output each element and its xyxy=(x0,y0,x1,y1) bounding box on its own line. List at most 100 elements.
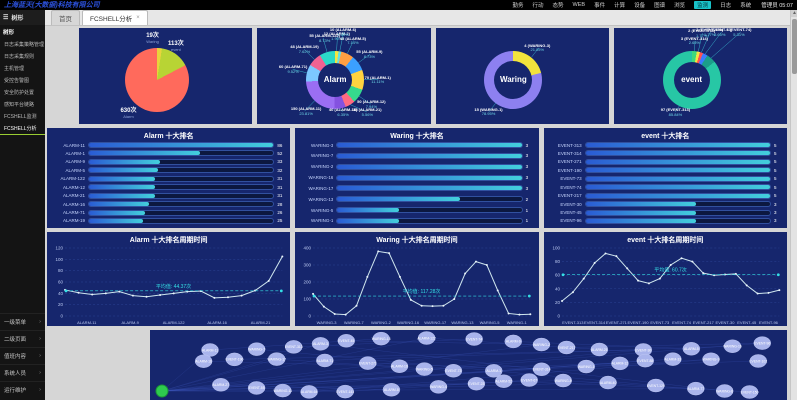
scrollbar[interactable]: ▲ xyxy=(790,10,797,400)
bar-row[interactable]: ALARM-5 32 xyxy=(51,166,286,174)
bar-row[interactable]: EVENT-314 5 xyxy=(548,149,783,157)
top-menu-item-12[interactable]: 系统 xyxy=(740,3,752,9)
network-node[interactable]: EVENT-73 xyxy=(444,364,463,378)
network-node[interactable]: ALARM-9 xyxy=(504,334,522,349)
network-node[interactable]: WARING-9 xyxy=(702,352,720,366)
panel-bars-event[interactable]: event 十大排名 EVENT-313 5 EVENT-314 5 EVENT-271 5… xyxy=(543,128,787,228)
sidebar-bottom-item-3[interactable]: 值班内容 › xyxy=(0,347,45,364)
network-root-node[interactable] xyxy=(155,384,169,398)
sidebar-item-6[interactable]: 感知平台链路 xyxy=(4,102,35,108)
top-menu-item-11[interactable]: 日志 xyxy=(720,3,732,9)
top-menu-item-4[interactable]: WEB xyxy=(572,2,586,8)
network-node[interactable]: WARING-11 xyxy=(274,383,293,398)
network-graph-canvas[interactable]: ALARM-11 WARING-7 EVENT-313 ALARM-3 EVENT-45… xyxy=(150,330,787,400)
network-node[interactable]: ALARM-71 xyxy=(316,353,334,368)
network-node[interactable]: WARING-1 xyxy=(577,359,595,374)
panel-donut-alarm[interactable]: Alarm 12 (ALARM-2) 1.90% 10 (ALARM-6) 1.59% 4… xyxy=(257,28,431,124)
line-chart-canvas[interactable]: 0 20 40 60 80 100 120 平均值: 44.37次 ALARM-11 ALARM-… xyxy=(47,244,290,326)
bar-row[interactable]: ALARM-11 86 xyxy=(51,141,286,149)
bar-row[interactable]: WARING-13 2 xyxy=(299,195,534,203)
network-node[interactable]: EVENT-88 xyxy=(636,353,654,368)
sidebar-item-1[interactable]: 日志采集策略管理 xyxy=(4,42,45,48)
network-node[interactable]: WARING-6 xyxy=(715,384,734,398)
network-node[interactable]: EVENT-313 xyxy=(285,340,303,354)
network-node[interactable]: ALARM-52 xyxy=(495,374,513,388)
network-node[interactable]: WARING-2 xyxy=(532,337,551,352)
panel-line-event[interactable]: event 十大排名周期时间 0 20 40 60 80 100 平均值: 60.7次 EVEN… xyxy=(543,232,787,326)
sidebar-item-7[interactable]: FCSHELL监测 xyxy=(4,114,37,120)
top-menu-item-1[interactable]: 勤务 xyxy=(512,3,524,9)
network-node[interactable]: EVENT-23 xyxy=(467,377,486,391)
network-node[interactable]: EVENT-45 xyxy=(337,334,355,348)
network-node[interactable]: WARING-8 xyxy=(554,373,572,388)
bar-row[interactable]: WARING-16 3 xyxy=(299,174,534,182)
bar-row[interactable]: EVENT-313 5 xyxy=(548,141,783,149)
sidebar-item-5[interactable]: 安全防护处置 xyxy=(4,90,35,96)
bar-row[interactable]: EVENT-45 3 xyxy=(548,209,783,217)
network-node[interactable]: WARING-16 xyxy=(723,339,742,353)
network-node[interactable]: WARING-7 xyxy=(247,342,266,356)
top-menu-item-8[interactable]: 图谱 xyxy=(654,3,666,9)
network-node[interactable]: EVENT-217 xyxy=(558,340,576,355)
network-node[interactable]: ALARM-33 xyxy=(664,352,682,366)
network-node[interactable]: WARING-17 xyxy=(267,352,286,366)
bar-row[interactable]: WARING-7 3 xyxy=(299,152,534,160)
network-node[interactable]: EVENT-67 xyxy=(520,373,538,387)
close-icon[interactable]: × xyxy=(136,15,140,21)
bar-row[interactable]: EVENT-96 3 xyxy=(548,217,783,225)
network-node[interactable]: ALARM-1 xyxy=(485,364,503,378)
bar-row[interactable]: EVENT-30 3 xyxy=(548,200,783,208)
network-node[interactable]: EVENT-314 xyxy=(533,362,551,376)
sidebar-bottom-item-1[interactable]: 一级菜单 › xyxy=(0,313,45,330)
pie-summary-chart[interactable] xyxy=(124,47,189,112)
scrollbar-thumb[interactable] xyxy=(792,19,797,74)
sidebar-header[interactable]: ☰ 树形 xyxy=(0,10,45,25)
tab-2[interactable]: FCSHELL分析 × xyxy=(82,10,148,25)
bar-row[interactable]: EVENT-74 5 xyxy=(548,183,783,191)
panel-line-alarm[interactable]: Alarm 十大排名周期时间 0 20 40 60 80 100 120 平均值: 44.37次… xyxy=(47,232,291,326)
bar-row[interactable]: EVENT-190 5 xyxy=(548,166,783,174)
bar-row[interactable]: WARING-2 3 xyxy=(299,163,534,171)
bar-row[interactable]: ALARM-9 33 xyxy=(51,158,286,166)
network-node[interactable]: ALARM-27 xyxy=(212,378,230,392)
network-node[interactable]: ALARM-16 xyxy=(194,354,213,368)
panel-pie-summary[interactable]: 19次 Waring 113次 event 630次 Alarm xyxy=(79,28,253,124)
network-node[interactable]: EVENT-74 xyxy=(465,332,483,346)
panel-bars-alarm[interactable]: Alarm 十大排名 ALARM-11 86 ALARM-1 52 ALARM-9 33 AL… xyxy=(47,128,291,228)
bar-row[interactable]: ALARM-19 25 xyxy=(51,217,286,225)
panel-line-waring[interactable]: Waring 十大排名周期时间 0 100 200 300 400 平均值: 117.28次… xyxy=(295,232,539,326)
panel-network-graph[interactable]: ALARM-11 WARING-7 EVENT-313 ALARM-3 EVENT-45… xyxy=(150,330,787,400)
panel-donut-event[interactable]: event 3 (EVENT-314) 2.65% 2 (EVENT-271) 1.77… xyxy=(613,28,787,124)
sidebar-item-4[interactable]: 受控告警图 xyxy=(4,78,30,84)
top-menu-item-3[interactable]: 态势 xyxy=(552,3,564,9)
network-node[interactable]: EVENT-141 xyxy=(336,384,354,399)
network-node[interactable]: EVENT-96 xyxy=(753,336,771,350)
sidebar-bottom-item-5[interactable]: 运行维护 › xyxy=(0,381,45,398)
network-node[interactable]: ALARM-19 xyxy=(390,359,409,373)
network-node[interactable]: WARING-5 xyxy=(415,362,434,376)
network-node[interactable]: ALARM-3 xyxy=(311,337,330,351)
network-node[interactable]: WARING-4 xyxy=(429,380,448,394)
bar-row[interactable]: EVENT-271 5 xyxy=(548,158,783,166)
bar-row[interactable]: WARING-3 3 xyxy=(299,141,534,149)
bar-row[interactable]: ALARM-1 52 xyxy=(51,149,286,157)
network-node[interactable]: ALARM-40 xyxy=(599,375,617,390)
sidebar-bottom-item-4[interactable]: 系统人员 › xyxy=(0,364,45,381)
network-node[interactable]: EVENT-129 xyxy=(647,378,665,393)
network-node[interactable]: ALARM-77 xyxy=(687,381,705,396)
top-menu-item-6[interactable]: 计算 xyxy=(614,3,626,9)
bar-row[interactable]: ALARM-71 26 xyxy=(51,209,286,217)
top-menu-item-5[interactable]: 事件 xyxy=(594,3,606,9)
panel-bars-waring[interactable]: Waring 十大排名 WARING-3 3 WARING-7 3 WARING-2 3 WA… xyxy=(295,128,539,228)
network-node[interactable]: ALARM-21 xyxy=(590,342,609,357)
top-menu-item-2[interactable]: 行动 xyxy=(532,3,544,9)
network-node[interactable]: EVENT-190 xyxy=(226,352,244,367)
bar-row[interactable]: WARING-1 1 xyxy=(299,217,534,225)
network-node[interactable]: EVENT-55 xyxy=(247,381,266,395)
line-chart-canvas[interactable]: 0 100 200 300 400 平均值: 117.28次 WARING-3 WARING-… xyxy=(295,244,538,326)
network-node[interactable]: ALARM-64 xyxy=(300,385,318,399)
network-node[interactable]: ALARM-11 xyxy=(201,343,219,357)
top-menu-item-10[interactable]: 监测 xyxy=(694,1,712,9)
top-menu-item-7[interactable]: 设备 xyxy=(634,3,646,9)
sidebar-bottom-item-2[interactable]: 二级页面 › xyxy=(0,330,45,347)
